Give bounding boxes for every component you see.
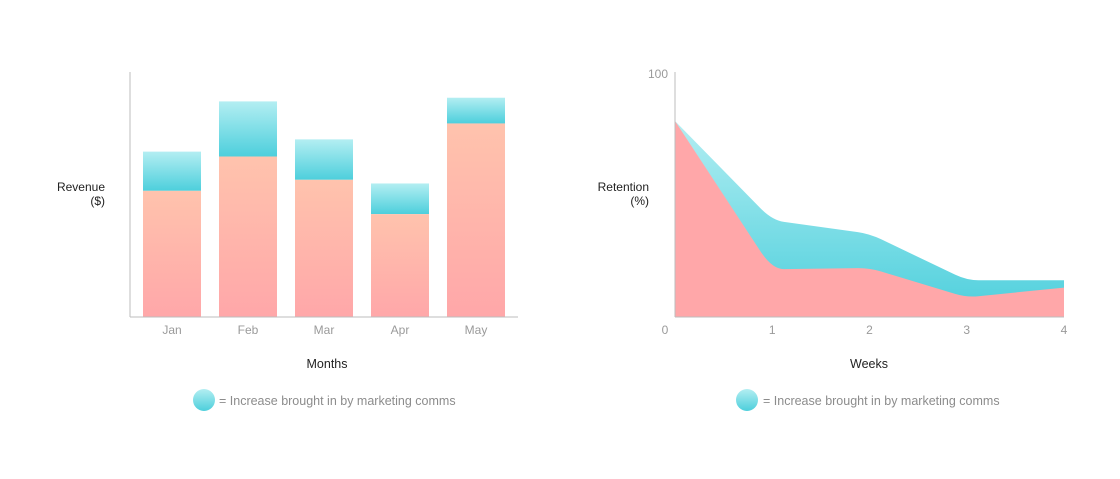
- bar-base-apr: [371, 214, 429, 317]
- bar-increase-feb: [219, 101, 277, 157]
- bar-increase-apr: [371, 183, 429, 215]
- area-legend-text: = Increase brought in by marketing comms: [763, 394, 1000, 408]
- area-x-tick-3: 3: [963, 323, 970, 337]
- bar-x-tick-mar: Mar: [314, 323, 335, 337]
- bar-base-mar: [295, 179, 353, 317]
- bar-increase-jan: [143, 151, 201, 191]
- bar-base-feb: [219, 156, 277, 317]
- area-legend-swatch: [736, 389, 758, 411]
- bar-x-tick-jan: Jan: [162, 323, 181, 337]
- revenue-bar-chart: Jan Feb Mar Apr May Revenue ($) Months = Inc…: [57, 72, 518, 411]
- bar-increase-may: [447, 97, 505, 124]
- area-chart-legend: = Increase brought in by marketing comms: [736, 389, 1000, 411]
- bar-chart-x-label: Months: [307, 357, 348, 371]
- bar-x-tick-feb: Feb: [238, 323, 259, 337]
- bar-legend-swatch: [193, 389, 215, 411]
- bar-chart-y-label-line2: ($): [90, 194, 105, 208]
- area-x-tick-1: 1: [769, 323, 776, 337]
- bar-chart-legend: = Increase brought in by marketing comms: [193, 389, 456, 411]
- area-chart-y-label-line1: Retention: [598, 180, 649, 194]
- area-base-series: [675, 121, 1064, 317]
- area-chart-x-label: Weeks: [850, 357, 888, 371]
- bar-legend-text: = Increase brought in by marketing comms: [219, 394, 456, 408]
- area-chart-y-label-line2: (%): [630, 194, 649, 208]
- area-x-tick-4: 4: [1061, 323, 1068, 337]
- bar-base-may: [447, 123, 505, 317]
- bar-x-tick-may: May: [465, 323, 488, 337]
- bar-base-jan: [143, 190, 201, 317]
- area-x-tick-2: 2: [866, 323, 873, 337]
- area-y-tick-100: 100: [648, 67, 668, 81]
- area-x-tick-0: 0: [662, 323, 669, 337]
- retention-area-chart: 0 1 2 3 4 100 Retention (%) Weeks = Increase…: [598, 67, 1068, 411]
- bar-x-tick-apr: Apr: [391, 323, 410, 337]
- bar-increase-mar: [295, 139, 353, 180]
- bar-chart-y-label-line1: Revenue: [57, 180, 105, 194]
